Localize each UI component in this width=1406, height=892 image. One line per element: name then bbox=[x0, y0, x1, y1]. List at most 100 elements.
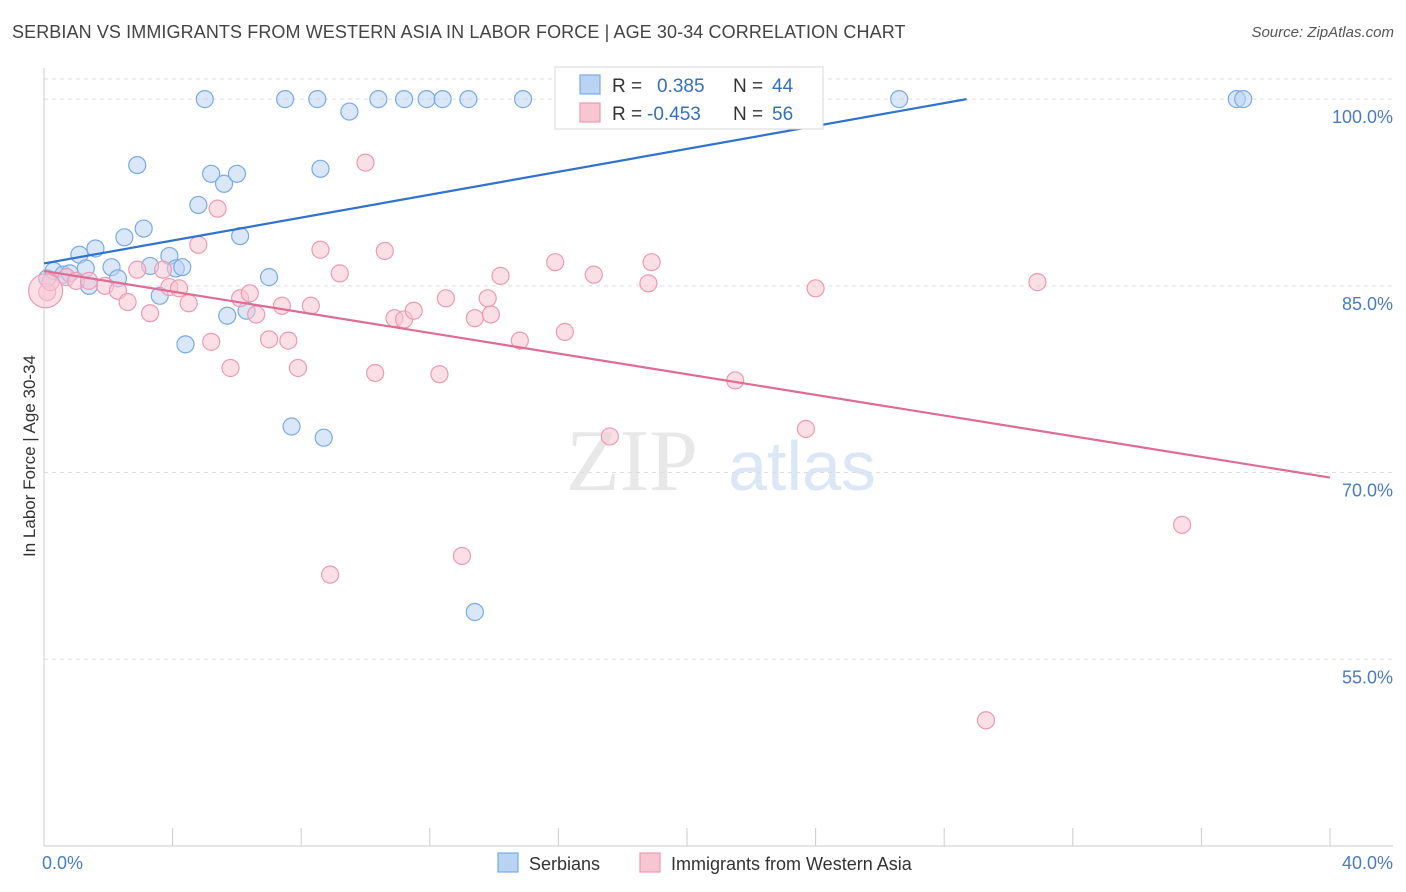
western-asia-point bbox=[600, 427, 619, 446]
western-asia-point bbox=[806, 279, 825, 298]
serbians-point bbox=[202, 164, 221, 183]
serbians-point bbox=[195, 90, 214, 109]
serbians-point bbox=[176, 335, 195, 354]
western-asia-point bbox=[510, 331, 529, 350]
chart-title: SERBIAN VS IMMIGRANTS FROM WESTERN ASIA … bbox=[12, 22, 906, 42]
serbians-point bbox=[417, 90, 436, 109]
serbians-point bbox=[189, 195, 208, 215]
serbians-point bbox=[890, 90, 909, 109]
data-points bbox=[28, 90, 1253, 730]
watermark-atlas: atlas bbox=[728, 427, 876, 505]
legend-swatch-serbians bbox=[579, 74, 601, 95]
western-asia-point bbox=[259, 330, 279, 349]
western-asia-point bbox=[189, 235, 208, 254]
western-asia-point bbox=[430, 365, 449, 384]
x-tick-label-max: 40.0% bbox=[1342, 853, 1393, 873]
western-asia-point bbox=[301, 296, 320, 315]
legend-r-label-2: R = bbox=[612, 104, 642, 125]
legend-n-value-2: 56 bbox=[772, 104, 793, 125]
y-tick-label: 70.0% bbox=[1342, 481, 1393, 501]
y-tick-label: 55.0% bbox=[1342, 667, 1393, 687]
series-legend: Serbians Immigrants from Western Asia bbox=[497, 852, 913, 874]
western-asia-point bbox=[465, 309, 484, 328]
serbians-point bbox=[134, 219, 153, 238]
western-asia-point bbox=[976, 711, 996, 730]
western-asia-point bbox=[140, 304, 160, 323]
western-asia-point bbox=[584, 265, 603, 284]
western-asia-point bbox=[642, 253, 661, 272]
serbians-point bbox=[394, 90, 414, 109]
axes: 100.0% 85.0% 70.0% 55.0% bbox=[43, 68, 1393, 847]
western-asia-point bbox=[118, 292, 137, 312]
x-tick-label-min: 0.0% bbox=[42, 853, 83, 873]
serbians-trend-line bbox=[43, 98, 967, 265]
serbians-point bbox=[459, 90, 478, 109]
legend-swatch-western-asia bbox=[579, 102, 601, 123]
western-asia-point bbox=[221, 358, 240, 378]
stats-legend: R = 0.385 N = 44 R = -0.453 N = 56 bbox=[554, 66, 824, 130]
western-asia-point bbox=[153, 260, 173, 279]
serbians-point bbox=[276, 90, 295, 109]
serbians-point bbox=[314, 428, 333, 447]
western-asia-point bbox=[321, 565, 340, 584]
y-tick-label: 100.0% bbox=[1332, 107, 1393, 127]
western-asia-point bbox=[639, 274, 658, 293]
serbians-point bbox=[1234, 90, 1253, 109]
serbians-point bbox=[214, 174, 234, 193]
serbians-point bbox=[465, 602, 484, 622]
chart-source: Source: ZipAtlas.com bbox=[1251, 24, 1394, 41]
legend-n-label-2: N = bbox=[733, 104, 763, 125]
western-asia-point bbox=[375, 241, 394, 261]
western-asia-point bbox=[436, 289, 455, 308]
legend-r-label-1: R = bbox=[612, 76, 642, 97]
bottom-legend-swatch-western-asia bbox=[639, 852, 661, 873]
serbians-point bbox=[311, 159, 330, 178]
serbians-point bbox=[433, 90, 452, 109]
western-asia-point bbox=[128, 260, 147, 279]
western-asia-point bbox=[555, 322, 574, 341]
serbians-point bbox=[513, 90, 533, 109]
western-asia-point bbox=[452, 546, 472, 566]
serbians-point bbox=[227, 164, 246, 183]
serbians-point bbox=[282, 417, 301, 436]
western-asia-point bbox=[491, 266, 510, 285]
western-asia-point bbox=[202, 332, 221, 351]
legend-n-label-1: N = bbox=[733, 76, 763, 97]
western-asia-point bbox=[356, 153, 375, 172]
serbians-point bbox=[340, 102, 359, 121]
watermark-zip: ZIP bbox=[566, 413, 698, 510]
western-asia-point bbox=[330, 264, 349, 283]
legend-n-value-1: 44 bbox=[772, 76, 794, 97]
western-asia-point bbox=[796, 419, 816, 439]
serbians-point bbox=[173, 258, 192, 277]
bottom-legend-swatch-serbians bbox=[497, 852, 519, 873]
western-asia-point bbox=[366, 363, 385, 383]
y-axis-title: In Labor Force | Age 30-34 bbox=[20, 355, 39, 557]
western-asia-point bbox=[247, 305, 266, 324]
serbians-point bbox=[308, 90, 327, 109]
western-asia-point bbox=[546, 253, 565, 272]
serbians-point bbox=[218, 306, 237, 325]
western-asia-point bbox=[279, 331, 298, 350]
western-asia-trend-line bbox=[43, 269, 1331, 479]
serbians-point bbox=[115, 228, 134, 247]
western-asia-point bbox=[208, 199, 227, 218]
western-asia-point bbox=[179, 294, 198, 313]
western-asia-point bbox=[1173, 515, 1192, 534]
western-asia-point bbox=[1028, 273, 1047, 292]
western-asia-point bbox=[79, 271, 99, 290]
western-asia-point bbox=[481, 305, 500, 324]
western-asia-point bbox=[272, 296, 292, 315]
serbians-point bbox=[259, 268, 279, 287]
western-asia-point bbox=[478, 289, 497, 308]
western-asia-point bbox=[311, 240, 330, 259]
serbians-point bbox=[369, 90, 388, 109]
western-asia-point bbox=[28, 273, 64, 309]
western-asia-point bbox=[288, 358, 308, 378]
y-tick-label: 85.0% bbox=[1342, 294, 1393, 314]
bottom-legend-western-asia: Immigrants from Western Asia bbox=[671, 854, 913, 874]
western-asia-point bbox=[404, 301, 423, 320]
legend-r-value-1: 0.385 bbox=[657, 76, 705, 97]
legend-r-value-2: -0.453 bbox=[647, 104, 701, 125]
bottom-legend-serbians: Serbians bbox=[529, 854, 600, 874]
